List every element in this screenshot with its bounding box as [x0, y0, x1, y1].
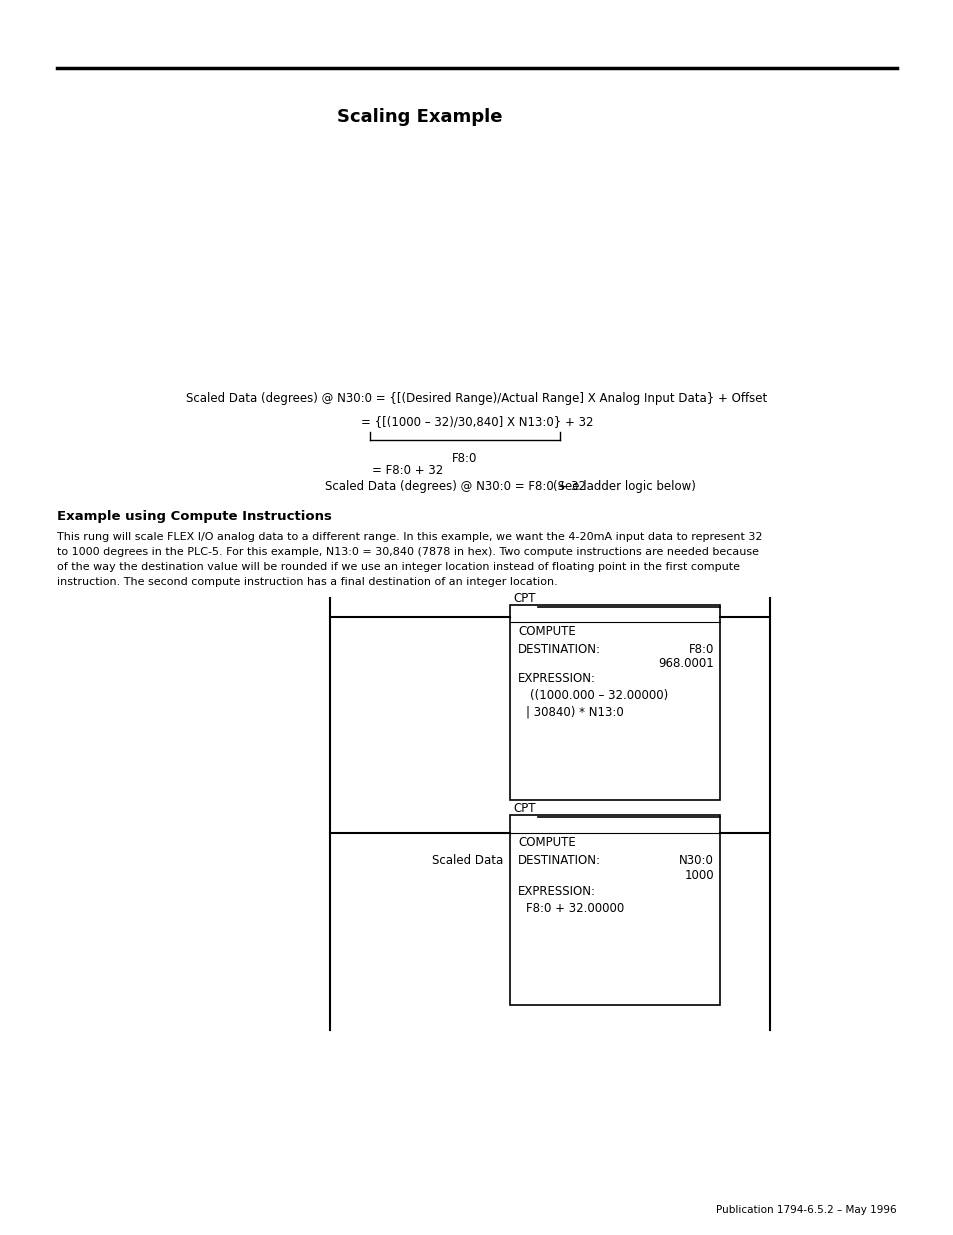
- Text: Publication 1794-6.5.2 – May 1996: Publication 1794-6.5.2 – May 1996: [716, 1205, 896, 1215]
- Text: COMPUTE: COMPUTE: [517, 625, 576, 638]
- Text: ((1000.000 – 32.00000): ((1000.000 – 32.00000): [530, 689, 667, 701]
- Text: Scaled Data (degrees) @ N30:0 = F8:0 + 32: Scaled Data (degrees) @ N30:0 = F8:0 + 3…: [325, 480, 585, 493]
- Text: CPT: CPT: [513, 802, 535, 815]
- Text: of the way the destination value will be rounded if we use an integer location i: of the way the destination value will be…: [57, 562, 740, 572]
- Text: 1000: 1000: [683, 869, 713, 882]
- Text: F8:0: F8:0: [688, 643, 713, 656]
- Text: DESTINATION:: DESTINATION:: [517, 853, 600, 867]
- Text: = F8:0 + 32: = F8:0 + 32: [372, 464, 443, 477]
- Text: N30:0: N30:0: [679, 853, 713, 867]
- Text: CPT: CPT: [513, 592, 535, 605]
- Text: F8:0: F8:0: [452, 452, 477, 466]
- Text: Scaled Data: Scaled Data: [432, 853, 502, 867]
- Text: Scaling Example: Scaling Example: [337, 107, 502, 126]
- Bar: [510, 815, 720, 1005]
- Text: = {[(1000 – 32)/30,840] X N13:0} + 32: = {[(1000 – 32)/30,840] X N13:0} + 32: [360, 415, 593, 429]
- Text: to 1000 degrees in the PLC-5. For this example, N13:0 = 30,840 (7878 in hex). Tw: to 1000 degrees in the PLC-5. For this e…: [57, 547, 759, 557]
- Text: (See ladder logic below): (See ladder logic below): [553, 480, 695, 493]
- Text: instruction. The second compute instruction has a final destination of an intege: instruction. The second compute instruct…: [57, 577, 558, 587]
- Text: This rung will scale FLEX I/O analog data to a different range. In this example,: This rung will scale FLEX I/O analog dat…: [57, 532, 761, 542]
- Text: EXPRESSION:: EXPRESSION:: [517, 672, 596, 685]
- Text: F8:0 + 32.00000: F8:0 + 32.00000: [525, 902, 623, 915]
- Text: Scaled Data (degrees) @ N30:0 = {[(Desired Range)/Actual Range] X Analog Input D: Scaled Data (degrees) @ N30:0 = {[(Desir…: [186, 391, 767, 405]
- Text: EXPRESSION:: EXPRESSION:: [517, 885, 596, 898]
- Text: | 30840) * N13:0: | 30840) * N13:0: [525, 705, 623, 718]
- Text: 968.0001: 968.0001: [658, 657, 713, 671]
- Text: COMPUTE: COMPUTE: [517, 836, 576, 848]
- Text: Example using Compute Instructions: Example using Compute Instructions: [57, 510, 332, 522]
- Bar: [510, 605, 720, 800]
- Text: DESTINATION:: DESTINATION:: [517, 643, 600, 656]
